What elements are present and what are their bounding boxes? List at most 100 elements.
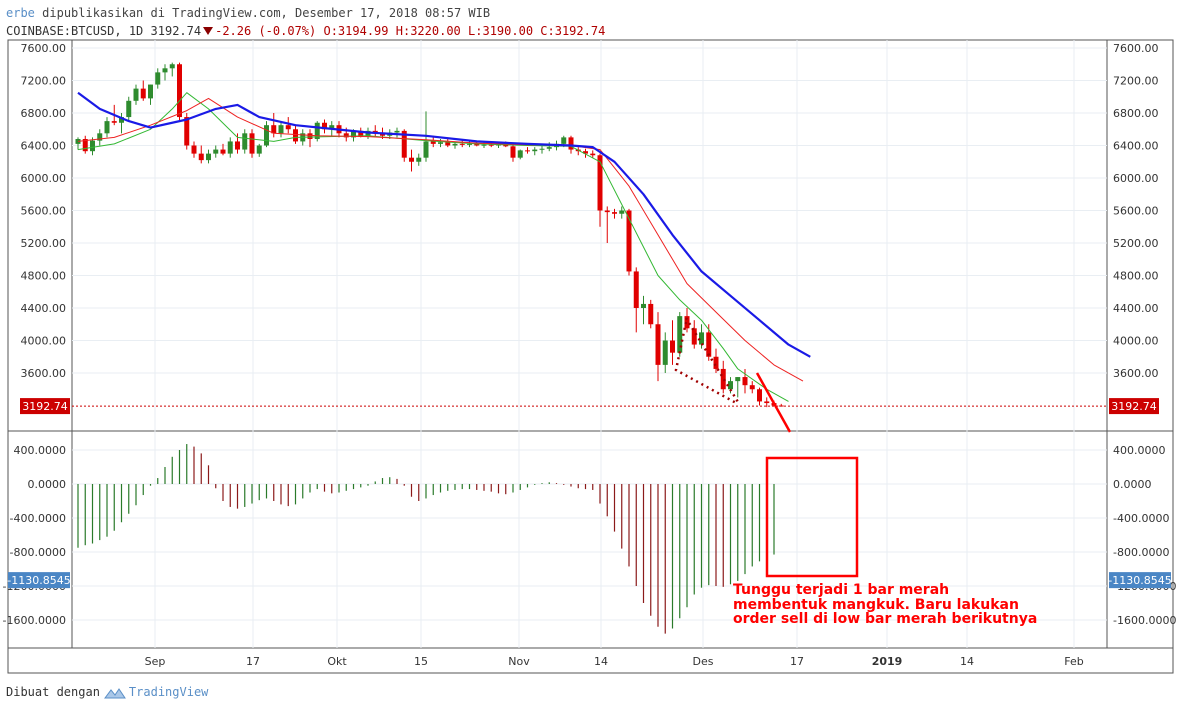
author-name[interactable]: erbe	[6, 6, 35, 20]
candle-body	[285, 125, 291, 130]
candle-body	[546, 147, 552, 149]
price-tick-label-right: 6000.00	[1113, 172, 1159, 185]
candle-body	[445, 142, 451, 146]
price-tick-label-right: 5200.00	[1113, 237, 1159, 250]
candle-body	[517, 150, 523, 158]
price-change: -2.26 (-0.07%)	[215, 24, 317, 38]
candle-body	[97, 133, 103, 141]
candle-body	[749, 385, 755, 390]
candle-body	[322, 122, 327, 130]
candle-body	[488, 144, 494, 146]
candle-body	[155, 72, 161, 85]
price-tick-label-left: 6000.00	[21, 172, 67, 185]
candle-body	[133, 88, 139, 101]
price-tick-label-right: 7600.00	[1113, 42, 1159, 55]
candle-body	[256, 145, 262, 154]
candle-body	[532, 149, 538, 152]
candle-body	[184, 117, 190, 146]
symbol-label: COINBASE:BTCUSD, 1D	[6, 24, 144, 38]
candle-body	[539, 148, 545, 150]
candle-body	[590, 153, 596, 156]
time-tick-label: Feb	[1064, 655, 1083, 668]
osc-tick-label-left: -400.0000	[10, 512, 66, 525]
last-price-tag-right	[1109, 398, 1159, 415]
osc-value-tag-right-text: -1130.8545	[1108, 574, 1171, 587]
osc-value-tag-left-text: -1130.8545	[7, 574, 70, 587]
osc-tick-label-left: 400.0000	[14, 444, 67, 457]
candle-body	[612, 212, 617, 214]
candle-body	[307, 133, 313, 139]
candle-body	[691, 328, 697, 345]
candle-body	[728, 381, 733, 390]
candle-body	[380, 133, 385, 136]
candle-body	[677, 316, 683, 353]
down-arrow-icon	[203, 27, 214, 35]
time-tick-label: Nov	[508, 655, 530, 668]
candle-body	[314, 122, 320, 139]
time-tick-label: 2019	[872, 655, 903, 668]
price-tick-label-right: 4800.00	[1113, 270, 1159, 283]
candle-body	[191, 145, 197, 154]
price-tick-label-right: 4000.00	[1113, 335, 1159, 348]
candle-body	[619, 210, 625, 214]
candle-body	[119, 117, 124, 123]
price-tick-label-left: 4000.00	[21, 335, 67, 348]
candle-body	[742, 377, 748, 386]
osc-tick-label-right: 0.0000	[1113, 478, 1152, 491]
candle-body	[670, 340, 675, 353]
osc-tick-label-right: -400.0000	[1113, 512, 1169, 525]
osc-tick-label-left: 0.0000	[28, 478, 67, 491]
candle-body	[641, 303, 646, 308]
price-tick-label-left: 4400.00	[21, 302, 67, 315]
candle-body	[148, 84, 153, 99]
candle-body	[626, 210, 632, 272]
candle-body	[90, 140, 95, 152]
candle-body	[293, 129, 298, 142]
candle-body	[597, 155, 603, 211]
candle-body	[264, 125, 269, 146]
price-tick-label-left: 6800.00	[21, 107, 67, 120]
price-tick-label-right: 5600.00	[1113, 205, 1159, 218]
candle-body	[720, 368, 726, 390]
candle-body	[706, 332, 712, 357]
price-tick-label-right: 4400.00	[1113, 302, 1159, 315]
ma-slow-line	[77, 91, 811, 358]
candle-body	[220, 149, 226, 154]
candle-body	[177, 64, 182, 118]
price-tick-label-right: 7200.00	[1113, 75, 1159, 88]
candle-body	[409, 157, 414, 162]
price-tick-label-right: 3600.00	[1113, 367, 1159, 380]
candle-body	[401, 130, 407, 158]
symbol-info: COINBASE:BTCUSD, 1D 3192.74 -2.26 (-0.07%…	[6, 24, 605, 38]
candle-body	[655, 324, 661, 365]
last-price-tag-left	[20, 398, 70, 415]
candle-body	[583, 151, 588, 154]
candle-body	[481, 144, 487, 146]
candle-body	[249, 133, 255, 154]
price-tick-label-left: 6400.00	[21, 140, 67, 153]
candle-body	[198, 153, 204, 161]
ma-fast-line	[77, 92, 789, 402]
ohlc-low: L:3190.00	[468, 24, 534, 38]
dotted-trendline-upper	[684, 317, 740, 403]
osc-tick-label-right: -800.0000	[1113, 546, 1169, 559]
candle-body	[343, 133, 349, 138]
time-tick-label: 17	[246, 655, 260, 668]
price-tick-label-left: 5200.00	[21, 237, 67, 250]
candle-body	[474, 143, 480, 146]
candle-body	[329, 125, 335, 130]
ohlc-open: O:3194.99	[323, 24, 389, 38]
footer-brand[interactable]: TradingView	[128, 685, 209, 699]
time-tick-label: Sep	[145, 655, 166, 668]
candle-body	[423, 141, 429, 158]
footer: Dibuat dengan TradingView	[6, 685, 208, 700]
candle-body	[394, 130, 400, 133]
price-tick-label-right: 6400.00	[1113, 140, 1159, 153]
publish-info: erbe dipublikasikan di TradingView.com, …	[6, 6, 490, 20]
candle-body	[235, 141, 240, 150]
ohlc-high: H:3220.00	[395, 24, 461, 38]
last-price: 3192.74	[150, 24, 202, 38]
candle-body	[764, 401, 770, 404]
candle-body	[561, 137, 567, 144]
